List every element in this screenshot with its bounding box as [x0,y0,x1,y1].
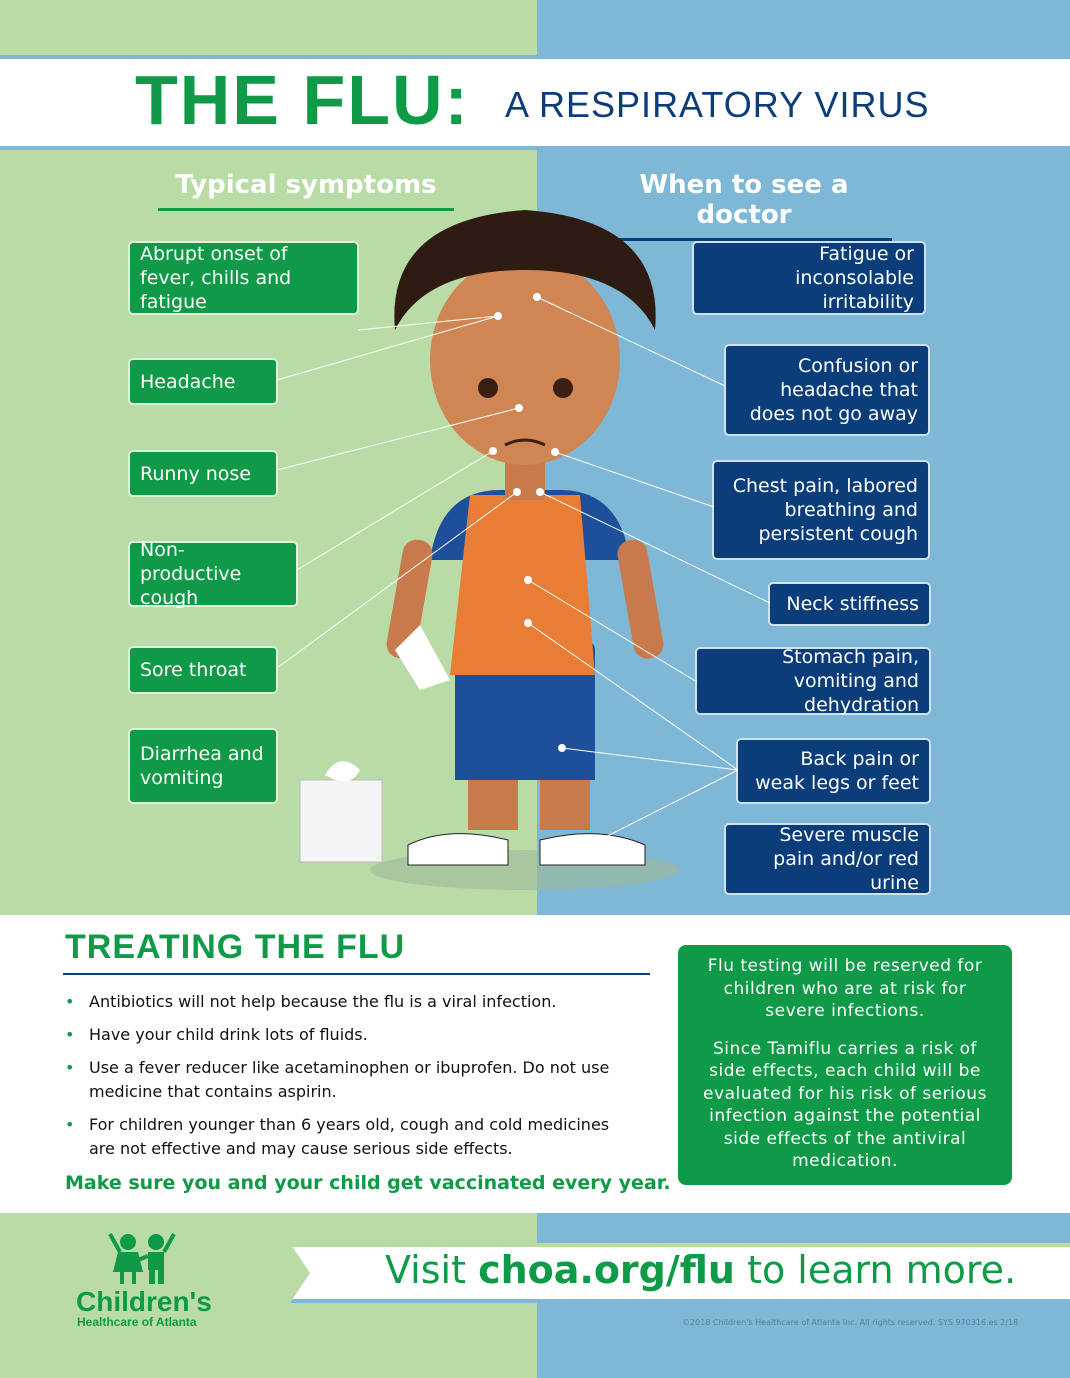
doctor-chest-pain: Chest pain, labored breathing and persis… [714,462,928,558]
symptom-runny-nose: Runny nose [130,452,276,495]
boy-illustration [276,210,771,890]
list-item: Have your child drink lots of fluids. [65,1023,635,1047]
doctor-confusion: Confusion or headache that does not go a… [726,346,928,434]
symptom-fever: Abrupt onset of fever, chills and fatigu… [130,243,357,313]
doctor-heading: When to see a doctor [596,170,892,241]
doctor-neck: Neck stiffness [770,584,929,624]
title-band [0,55,1070,150]
doctor-fatigue: Fatigue or inconsolable irritability [694,243,924,313]
treating-heading: TREATING THE FLU [65,928,406,966]
info-p2: Since Tamiflu carries a risk of side eff… [703,1038,987,1172]
logo-subtitle: Healthcare of Atlanta [77,1315,197,1329]
info-p1: Flu testing will be reserved for childre… [707,956,983,1021]
page-title: THE FLU: [135,61,470,139]
list-item: Use a fever reducer like acetaminophen o… [65,1056,635,1104]
visit-post: to learn more. [734,1248,1017,1292]
doctor-stomach: Stomach pain, vomiting and dehydration [697,646,929,716]
logo-name: Children's [76,1286,212,1317]
visit-pre: Visit [385,1248,479,1292]
tissue-box [299,779,383,863]
list-item: For children younger than 6 years old, c… [65,1113,635,1161]
vaccinate-message: Make sure you and your child get vaccina… [65,1172,671,1194]
info-box: Flu testing will be reserved for childre… [678,945,1012,1185]
visit-link[interactable]: choa.org/flu [478,1248,735,1292]
symptom-diarrhea: Diarrhea and vomiting [130,730,276,802]
symptom-sore-throat: Sore throat [130,648,276,692]
visit-text: Visit choa.org/flu to learn more. [385,1248,1016,1292]
list-item: Antibiotics will not help because the fl… [65,990,635,1014]
symptom-cough: Non-productive cough [130,539,296,609]
page-subtitle: A RESPIRATORY VIRUS [505,84,930,125]
visit-banner [290,1243,1070,1303]
divider [63,973,650,975]
logo-children-icon [108,1233,176,1284]
doctor-muscle-pain: Severe muscle pain and/or red urine [726,824,929,894]
symptoms-heading: Typical symptoms [158,170,454,211]
treatment-list: Antibiotics will not help because the fl… [65,990,635,1170]
copyright: ©2018 Children's Healthcare of Atlanta I… [682,1318,1019,1327]
symptom-headache: Headache [130,360,276,403]
doctor-back-pain: Back pain or weak legs or feet [738,740,929,802]
